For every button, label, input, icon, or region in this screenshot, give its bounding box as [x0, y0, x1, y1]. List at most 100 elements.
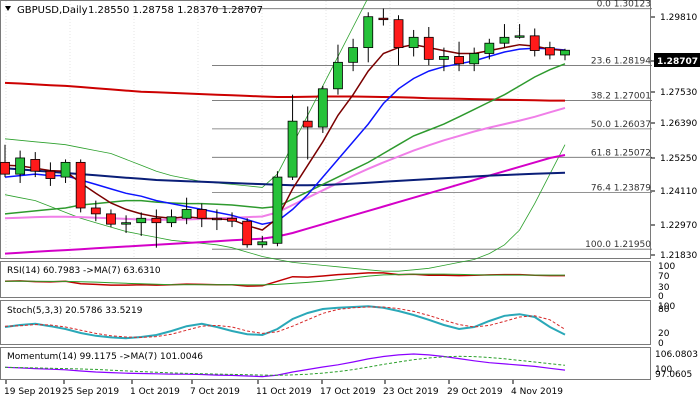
momentum-label: Momentum(14) 99.1175 ->MA(7) 101.0046 — [7, 352, 203, 362]
main-grid — [5, 1, 519, 258]
moving-averages — [4, 0, 566, 272]
candle-body — [408, 36, 419, 49]
candle-body — [484, 42, 495, 54]
time-axis: 19 Sep 2019 25 Sep 2019 1 Oct 2019 7 Oct 20… — [4, 380, 563, 397]
price-tick-label: 1.29810 — [660, 13, 697, 23]
price-tick-label: 1.26390 — [660, 119, 697, 129]
time-tick-label: 11 Oct 2019 — [256, 387, 312, 397]
chart-header-ohlc: 1.28550 1.28758 1.28370 1.28707 — [88, 5, 263, 16]
time-tick-label: 4 Nov 2019 — [511, 387, 563, 397]
candle-body — [257, 241, 268, 246]
rsi-tick-label: 100 — [658, 262, 675, 272]
candle-body — [45, 170, 56, 179]
main-panel-frame — [0, 0, 651, 259]
candle-body — [469, 53, 480, 65]
candle-body — [317, 88, 328, 128]
momentum-tick-label: 100 — [655, 365, 672, 375]
candle-body — [348, 47, 359, 63]
candle-body — [514, 35, 525, 38]
time-tick-label: 19 Sep 2019 — [4, 387, 61, 397]
candle-body — [272, 176, 283, 244]
fib-level-label: 23.6 1.28194 — [591, 56, 651, 66]
ma-pink-line — [4, 106, 566, 221]
price-tick-label: 1.25250 — [660, 154, 697, 164]
candle-body — [544, 47, 555, 56]
price-tick-label: 1.22970 — [660, 221, 697, 231]
fib-level-label: 50.0 1.26037 — [591, 120, 651, 130]
bollinger-lower-line — [4, 144, 566, 272]
price-tick-label: 1.24110 — [660, 187, 697, 197]
candle-body — [90, 207, 101, 215]
chart-header-symbol: GBPUSD,Daily — [17, 5, 88, 16]
time-tick-label: 25 Sep 2019 — [62, 387, 119, 397]
rsi-tick-label: 30 — [658, 283, 670, 293]
time-tick-label: 17 Oct 2019 — [320, 387, 376, 397]
candle-body — [181, 209, 192, 219]
time-tick-label: 1 Oct 2019 — [130, 387, 180, 397]
stoch-k-line — [4, 305, 566, 340]
candle-body — [0, 161, 10, 175]
fibonacci-retracement: 0.0 1.30123 23.6 1.28194 38.2 1.27001 50.0 … — [212, 0, 652, 250]
candle-body — [378, 17, 389, 21]
candle-body — [333, 61, 343, 90]
stoch-tick-label: 100 — [658, 302, 675, 312]
rsi-ma-line — [4, 273, 565, 286]
candle-body — [529, 35, 540, 51]
fib-level-label: 61.8 1.25072 — [591, 148, 651, 158]
time-tick-label: 7 Oct 2019 — [190, 387, 240, 397]
current-price-box — [654, 53, 700, 67]
candle-body — [499, 36, 510, 44]
candle-body — [151, 217, 162, 224]
rsi-tick-label: 0 — [658, 292, 664, 302]
stoch-tick-label: 80 — [658, 305, 670, 315]
candle-body — [30, 159, 41, 172]
candle-body — [363, 16, 374, 49]
price-axis: 1.29810 1.27530 1.26390 1.25250 1.24110 1.229… — [651, 13, 700, 261]
candlesticks — [0, 8, 570, 248]
momentum-line — [4, 353, 566, 378]
momentum-tick-label: 106.0803 — [655, 350, 698, 360]
rsi-label: RSI(14) 60.7983 ->MA(7) 63.6310 — [7, 266, 161, 276]
collapse-triangle-icon[interactable] — [5, 6, 11, 11]
candle-body — [227, 217, 237, 222]
candle-body — [211, 217, 222, 221]
stoch-tick-label: 0 — [658, 339, 664, 349]
candle-body — [439, 56, 449, 60]
candle-body — [121, 222, 131, 225]
candle-body — [287, 120, 298, 178]
ma-magenta-line — [4, 154, 566, 255]
candle-body — [423, 36, 434, 60]
bollinger-upper-line — [4, 0, 368, 188]
rsi-tick-label: 70 — [658, 272, 670, 282]
ma-red-line — [4, 81, 565, 102]
rsi-panel-frame — [0, 261, 651, 298]
stoch-d-line — [4, 306, 566, 338]
ma-navy-line — [4, 167, 566, 187]
momentum-ma-line — [4, 355, 566, 376]
candle-body — [242, 220, 253, 246]
fib-level-label: 0.0 1.30123 — [597, 0, 651, 10]
fib-level-label: 76.4 1.23879 — [591, 183, 651, 193]
candle-body — [560, 49, 570, 56]
fib-level-label: 38.2 1.27001 — [591, 92, 651, 102]
candle-body — [166, 216, 177, 224]
fib-level-label: 100.0 1.21950 — [585, 240, 651, 250]
candle-body — [136, 217, 147, 224]
rsi-line — [4, 272, 565, 287]
time-tick-label: 23 Oct 2019 — [383, 387, 439, 397]
current-price-label: 1.28707 — [657, 57, 698, 67]
price-tick-label: 1.21830 — [660, 251, 697, 261]
price-tick-label: 1.27530 — [660, 88, 697, 98]
stoch-label: Stoch(5,3,3) 20.5786 33.5219 — [7, 306, 143, 316]
stoch-tick-label: 20 — [658, 329, 670, 339]
candle-body — [60, 161, 71, 178]
candle-body — [106, 213, 116, 225]
candle-body — [393, 19, 404, 49]
candle-body — [75, 161, 86, 209]
momentum-tick-label: 97.0605 — [655, 370, 692, 380]
candle-body — [302, 120, 313, 128]
time-tick-label: 29 Oct 2019 — [447, 387, 503, 397]
